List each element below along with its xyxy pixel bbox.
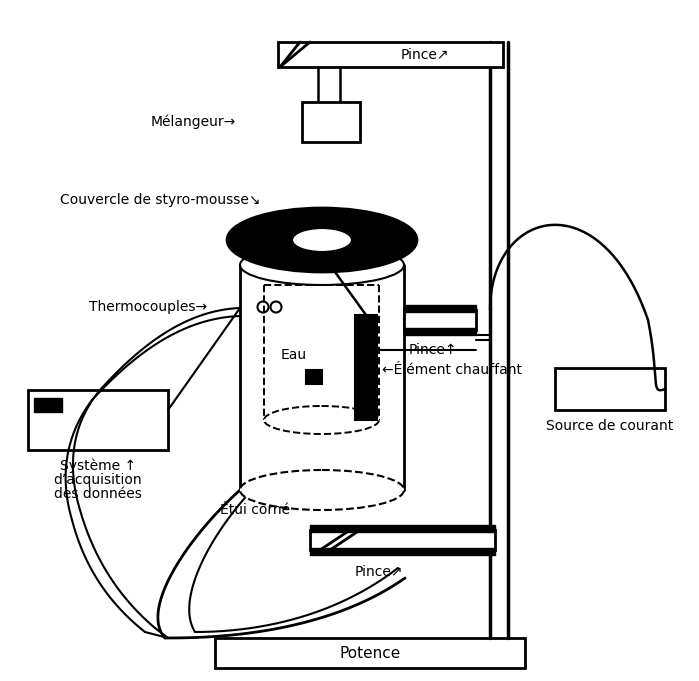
Text: Pince↑: Pince↑ bbox=[409, 343, 458, 357]
Text: Eau: Eau bbox=[281, 348, 307, 362]
Bar bbox=[306, 370, 322, 384]
Bar bbox=[34, 398, 62, 412]
Text: Étui corné: Étui corné bbox=[220, 503, 290, 517]
Ellipse shape bbox=[227, 208, 417, 272]
Bar bbox=[302, 102, 360, 142]
Text: Mélangeur→: Mélangeur→ bbox=[151, 115, 236, 129]
Bar bbox=[278, 42, 503, 67]
Bar bbox=[310, 530, 495, 550]
Bar bbox=[215, 638, 525, 668]
Text: Potence: Potence bbox=[340, 646, 401, 661]
Ellipse shape bbox=[240, 245, 404, 285]
Text: Pince↗: Pince↗ bbox=[401, 48, 449, 62]
Bar bbox=[404, 305, 476, 312]
Text: d’acquisition: d’acquisition bbox=[54, 473, 143, 487]
Ellipse shape bbox=[292, 228, 352, 252]
Ellipse shape bbox=[240, 470, 404, 510]
Ellipse shape bbox=[264, 406, 379, 434]
Bar bbox=[355, 315, 377, 420]
Bar bbox=[404, 310, 476, 330]
Text: Thermocouples→: Thermocouples→ bbox=[89, 300, 207, 314]
Text: des données: des données bbox=[54, 487, 142, 501]
Bar bbox=[310, 525, 495, 532]
Text: Couvercle de styro-mousse↘: Couvercle de styro-mousse↘ bbox=[60, 193, 261, 207]
Bar bbox=[555, 368, 665, 410]
Bar bbox=[310, 548, 495, 555]
Text: Pince↗: Pince↗ bbox=[355, 565, 403, 579]
Text: Système ↑: Système ↑ bbox=[60, 459, 136, 473]
Bar bbox=[404, 328, 476, 335]
Text: Source de courant: Source de courant bbox=[547, 419, 674, 433]
Text: ←Élément chauffant: ←Élément chauffant bbox=[382, 363, 522, 377]
Bar bbox=[28, 390, 168, 450]
